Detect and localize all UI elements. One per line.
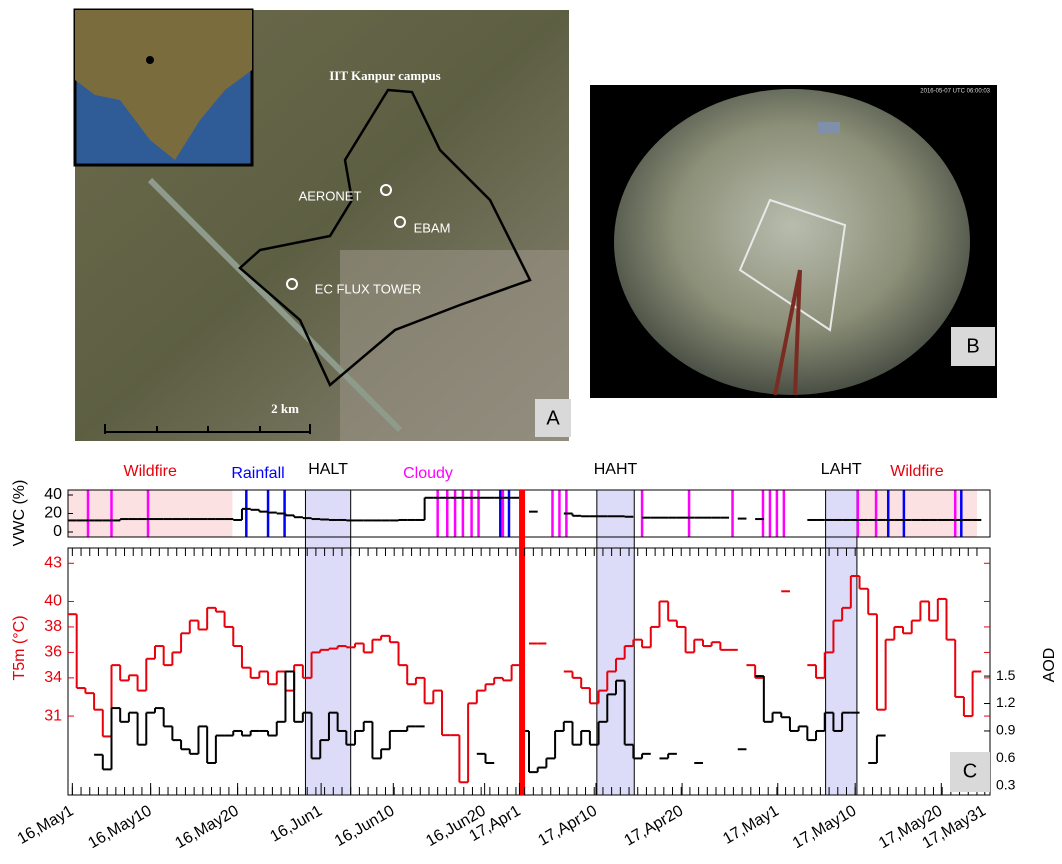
region-label: Wildfire: [124, 463, 177, 480]
y-tick-label: 43: [44, 554, 62, 571]
panel-label: C: [963, 760, 977, 782]
x-tick-label: 17,Apr20: [621, 802, 686, 849]
y-axis-label: VWC (%): [11, 480, 28, 547]
scale-label: 2 km: [271, 401, 299, 416]
x-tick-label: 16,May10: [85, 802, 154, 852]
y-axis-label: T5m (°C): [11, 615, 28, 680]
y2-axis-label: AOD: [1041, 648, 1058, 683]
x-tick-label: 16,Jun10: [332, 802, 398, 850]
y2-tick-label: 1.5: [996, 667, 1016, 683]
x-tick-label: 17,May10: [790, 802, 859, 852]
y-tick-label: 20: [44, 505, 62, 522]
panel-label: A: [546, 407, 560, 429]
y-tick-label: 40: [44, 486, 62, 503]
y2-tick-label: 0.6: [996, 749, 1016, 765]
timestamp: 2016-05-07 UTC 06:00:03: [920, 89, 990, 95]
figure: IIT Kanpur campus AERONET EBAM EC FLUX T…: [0, 0, 1062, 864]
city-area: [340, 250, 569, 441]
panel-c: Wildfire Wildfire HALT HAHT LAHT Rainfall Clou…: [11, 461, 1058, 852]
y-tick-label: 40: [44, 593, 62, 610]
period-band: [826, 490, 857, 795]
event-label: Rainfall: [231, 465, 284, 482]
y2-tick-label: 1.2: [996, 694, 1016, 710]
panel-b: 2016-05-07 UTC 06:00:03 B: [590, 85, 997, 398]
panel-label: B: [966, 335, 979, 357]
x-tick-label: 16,May1: [15, 802, 77, 847]
x-tick-label: 16,Jun1: [267, 802, 325, 845]
site-label: EC FLUX TOWER: [315, 281, 421, 296]
x-tick-label: 17,Apr10: [535, 802, 600, 849]
region-label: Wildfire: [890, 463, 943, 480]
event-label: Cloudy: [403, 465, 453, 482]
x-tick-label: 17,May1: [720, 802, 782, 847]
site-label: AERONET: [299, 188, 362, 203]
fisheye-view: [614, 89, 970, 395]
inset-location: [146, 56, 154, 64]
panel-a: IIT Kanpur campus AERONET EBAM EC FLUX T…: [75, 10, 571, 441]
y2-tick-label: 0.3: [996, 777, 1016, 793]
solar-panel: [818, 122, 840, 134]
y-tick-label: 38: [44, 618, 62, 635]
wildfire-region: [68, 490, 232, 537]
y2-tick-label: 0.9: [996, 722, 1016, 738]
band-label: HALT: [308, 461, 348, 478]
y-tick-label: 36: [44, 644, 62, 661]
site-label: EBAM: [414, 220, 451, 235]
y-tick-label: 0: [53, 523, 62, 540]
y-tick-label: 31: [44, 707, 62, 724]
band-label: HAHT: [594, 461, 638, 478]
band-label: LAHT: [821, 461, 862, 478]
period-band: [597, 490, 634, 795]
y-tick-label: 34: [44, 669, 62, 686]
x-tick-label: 16,May20: [172, 802, 241, 852]
map-title: IIT Kanpur campus: [329, 68, 441, 83]
